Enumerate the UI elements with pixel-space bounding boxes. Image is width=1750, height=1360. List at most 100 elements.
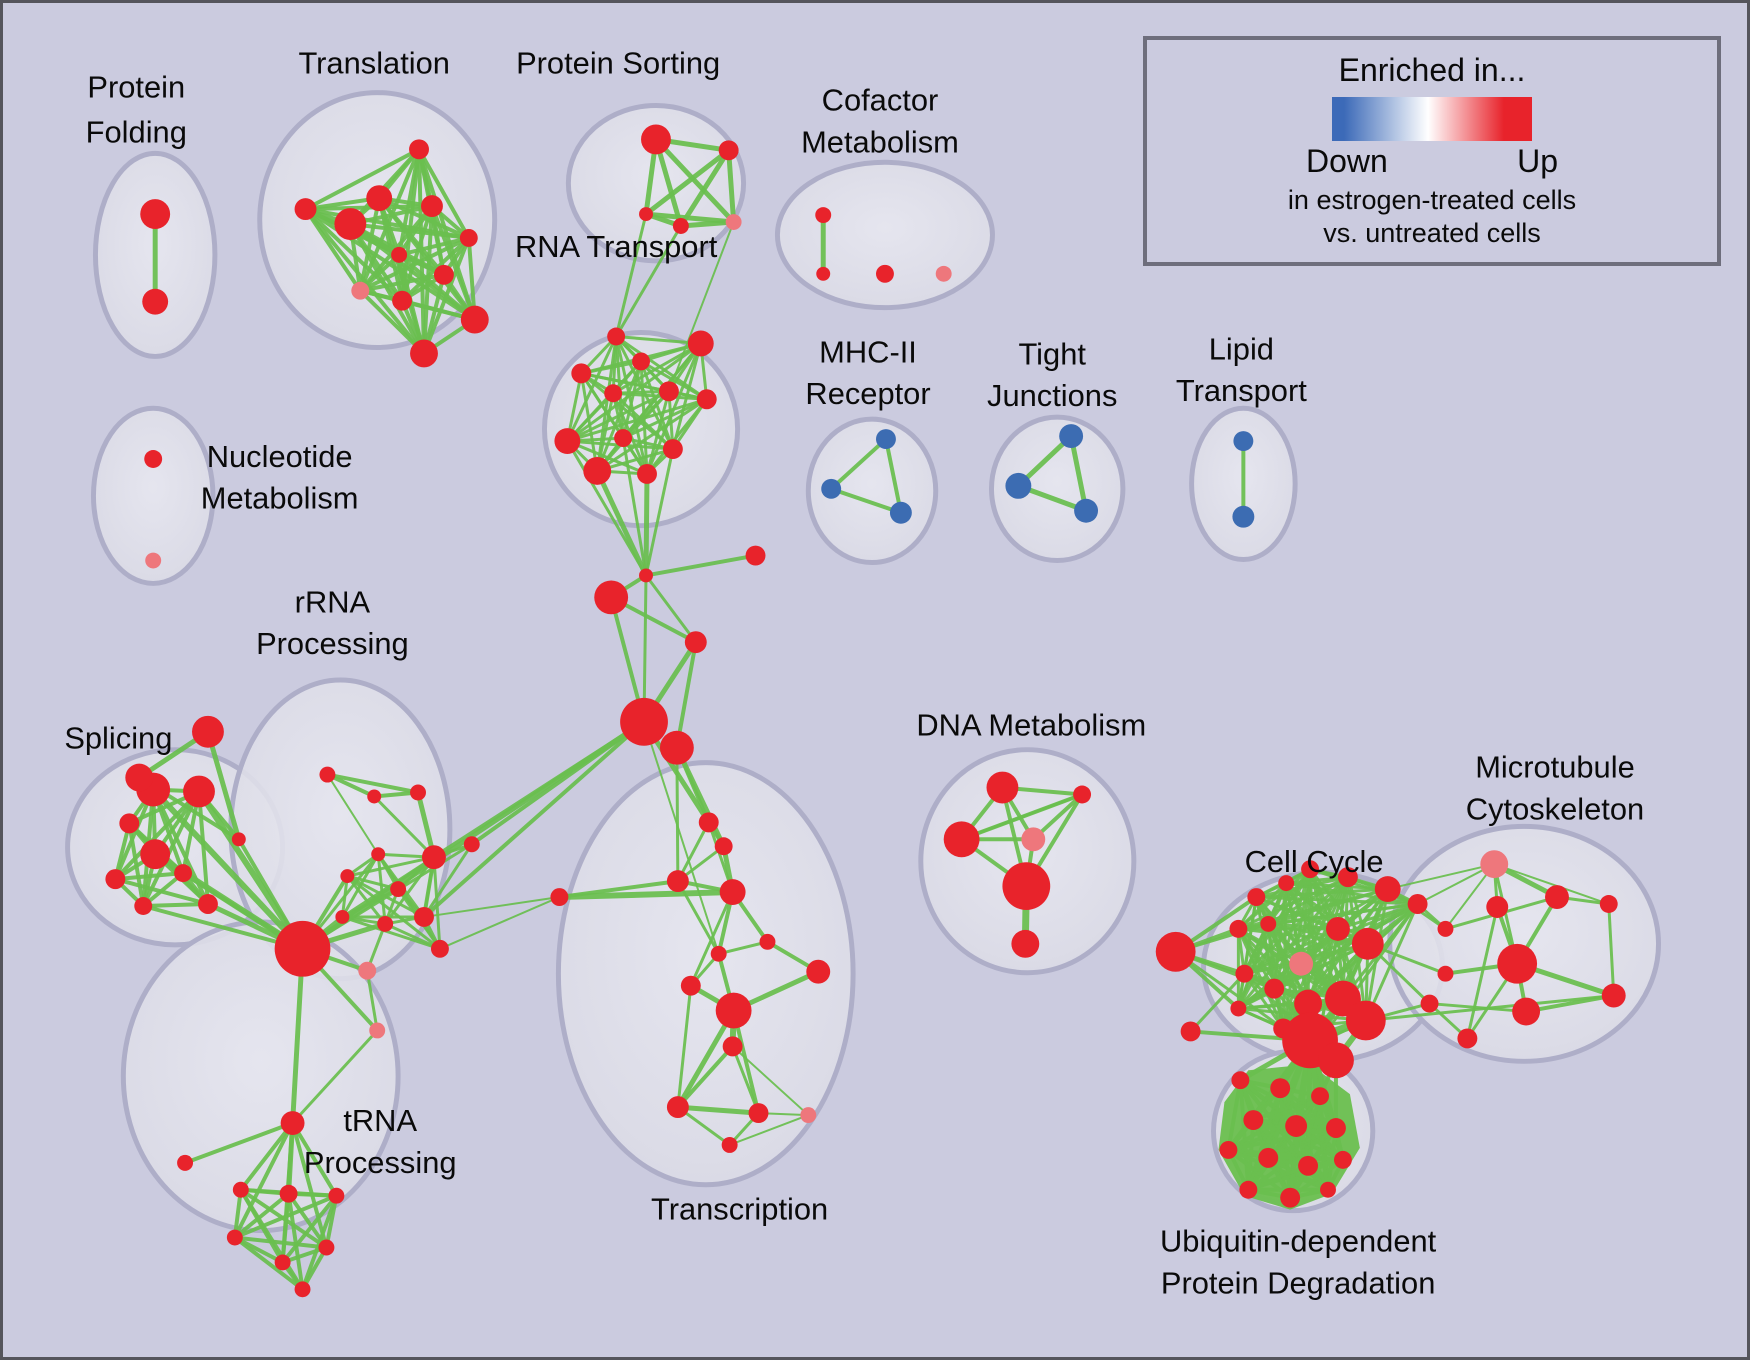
gene-set-node <box>620 697 668 746</box>
overlap-edge <box>372 794 436 859</box>
gene-set-node <box>935 265 952 282</box>
overlap-edge <box>113 871 186 882</box>
cluster-boundary-microtubule-cytoskeleton <box>1387 823 1662 1064</box>
overlap-edge <box>579 371 599 473</box>
gene-set-node <box>1480 850 1509 879</box>
gene-set-node <box>328 1187 345 1204</box>
overlap-edge <box>644 447 675 577</box>
gene-set-node <box>1599 895 1618 913</box>
gene-set-node <box>725 214 742 230</box>
overlap-edge <box>614 224 683 339</box>
overlap-edge <box>611 341 703 395</box>
overlap-edge <box>645 397 709 476</box>
overlap-edge <box>1236 922 1270 1011</box>
overlap-edge <box>1236 875 1350 931</box>
gene-set-node <box>1298 1155 1319 1176</box>
gene-set-node <box>1512 997 1541 1026</box>
overlap-edge <box>422 842 474 919</box>
gene-set-node <box>594 580 629 615</box>
gene-set-node <box>279 1184 298 1203</box>
cluster-boundary-cofactor-metabolism <box>774 159 995 311</box>
legend-down-label: Down <box>1306 143 1388 179</box>
gene-set-node <box>666 870 689 893</box>
overlap-edge <box>644 573 698 644</box>
gene-set-node <box>1351 927 1384 960</box>
gene-set-node <box>614 429 633 448</box>
gene-set-node <box>714 837 733 856</box>
overlap-edge <box>675 746 680 883</box>
cluster-label-dna-metabolism: DNA Metabolism <box>916 708 1146 743</box>
overlap-edge <box>667 221 735 393</box>
gene-set-node <box>390 881 407 898</box>
gene-set-node <box>759 933 776 950</box>
gene-set-node <box>641 124 671 155</box>
gene-set-node <box>1437 965 1454 982</box>
legend-title: Enriched in... <box>1338 52 1526 88</box>
overlap-edge <box>290 946 306 1126</box>
gene-set-node <box>319 766 336 783</box>
overlap-edge <box>290 1121 339 1198</box>
overlap-edge <box>579 359 643 375</box>
overlap-edge <box>300 1245 329 1292</box>
cluster-boundary-transcription <box>555 760 856 1188</box>
gene-set-node <box>639 207 653 222</box>
gene-set-node <box>1289 951 1314 976</box>
gene-set-node <box>745 545 766 566</box>
gene-set-node <box>232 1181 249 1198</box>
cluster-label-cell-cycle: Cell Cycle <box>1245 844 1384 879</box>
cluster-label-mhc-ii-receptor: MHC-II Receptor <box>805 334 930 411</box>
gene-set-node <box>410 784 426 801</box>
overlap-edge <box>1242 972 1285 1030</box>
gene-set-node <box>1074 498 1099 523</box>
gene-set-node <box>1337 867 1358 888</box>
overlap-edge <box>422 235 471 356</box>
overlap-edge <box>676 984 693 1109</box>
overlap-edge <box>1493 863 1610 906</box>
overlap-edge <box>1236 927 1340 1011</box>
overlap-edge <box>303 147 422 212</box>
gene-set-node <box>409 139 429 160</box>
gene-set-node <box>335 909 350 924</box>
overlap-edge <box>397 235 471 257</box>
cluster-label-cofactor-metabolism: Cofactor Metabolism <box>801 83 959 160</box>
overlap-edge <box>232 1235 329 1250</box>
overlap-edge <box>675 1044 735 1110</box>
gene-set-node <box>1230 1000 1247 1017</box>
gene-set-node <box>639 568 653 583</box>
overlap-edge <box>141 902 210 908</box>
gene-set-node <box>1301 860 1320 879</box>
overlap-edge <box>417 147 471 240</box>
gene-set-node <box>662 439 683 459</box>
cluster-label-splicing: Splicing <box>64 721 172 756</box>
gene-set-node <box>1247 888 1266 906</box>
overlap-edge <box>358 272 446 293</box>
overlap-edge <box>286 1191 305 1292</box>
gene-set-node <box>1005 472 1032 499</box>
gene-set-node <box>1486 896 1509 918</box>
overlap-edge <box>325 772 421 795</box>
overlap-edge <box>1364 902 1420 1022</box>
gene-set-node <box>294 198 317 221</box>
gene-set-node <box>1333 1150 1352 1169</box>
overlap-edge <box>358 196 382 293</box>
overlap-edge <box>1068 433 1089 514</box>
overlap-edge <box>150 786 306 952</box>
gene-set-node <box>367 789 382 804</box>
gene-set-node <box>687 330 714 357</box>
gene-set-node <box>433 264 454 285</box>
cluster-boundary-tight-junctions <box>988 414 1126 564</box>
overlap-edge <box>300 719 647 952</box>
gene-set-node <box>1345 1000 1386 1041</box>
gene-set-node <box>1374 876 1401 903</box>
cluster-label-rna-transport: RNA Transport <box>515 229 718 264</box>
gene-set-node <box>1239 1180 1258 1199</box>
overlap-edge <box>238 1121 295 1192</box>
gene-set-node <box>1497 943 1538 984</box>
gene-set-node <box>680 975 701 996</box>
gene-set-node <box>177 1154 194 1171</box>
cluster-label-ubiquitin-degradation: Ubiquitin-dependent Protein Degradation <box>1160 1223 1437 1300</box>
gene-set-node <box>1294 989 1323 1018</box>
gene-set-node <box>1073 785 1092 804</box>
overlap-edge <box>1236 867 1312 931</box>
